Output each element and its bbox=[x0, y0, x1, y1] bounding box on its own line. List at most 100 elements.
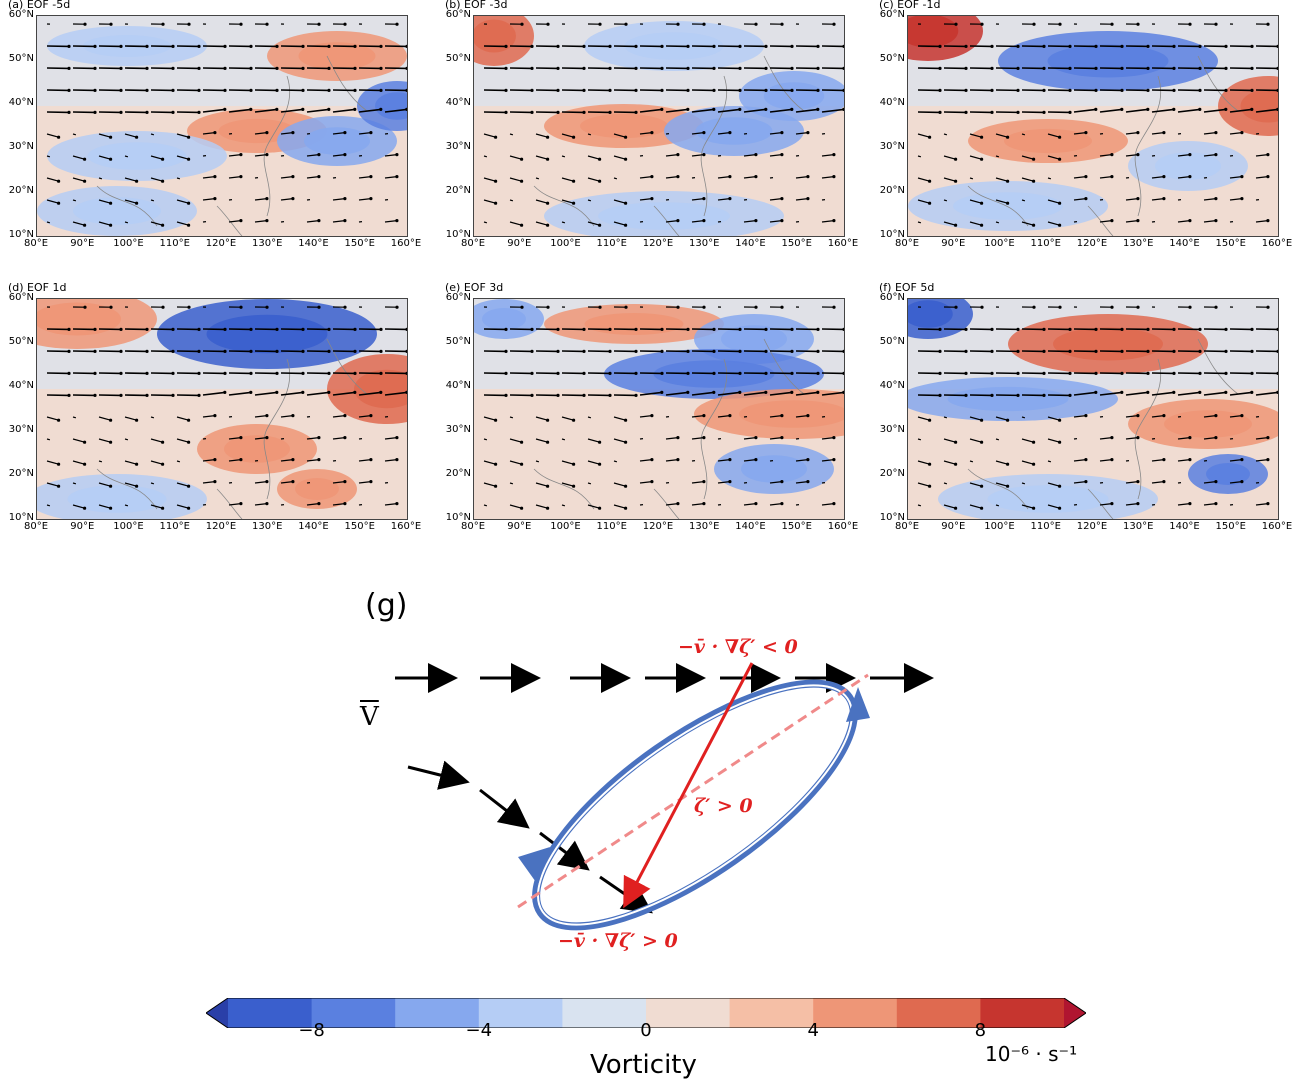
lat-tick-label: 50°N bbox=[8, 53, 34, 64]
wind-vector bbox=[358, 198, 371, 201]
wind-vector bbox=[483, 221, 488, 224]
wind-vector bbox=[1203, 154, 1216, 157]
panel-title: (f) EOF 5d bbox=[879, 281, 935, 294]
wind-vector bbox=[124, 155, 129, 158]
coastline bbox=[263, 338, 368, 500]
wind-vector bbox=[743, 459, 756, 462]
wind-vector bbox=[384, 108, 407, 113]
wind-vector bbox=[332, 198, 345, 201]
wind-vector bbox=[969, 438, 982, 443]
wind-vector bbox=[969, 482, 982, 487]
wind-vector bbox=[202, 415, 215, 418]
wind-vector bbox=[821, 176, 834, 179]
wind-vector bbox=[1099, 108, 1122, 113]
wind-vector bbox=[358, 481, 371, 484]
lon-tick-label: 140°E bbox=[735, 238, 766, 249]
wind-vector bbox=[665, 391, 688, 396]
wind-vector bbox=[1073, 132, 1086, 135]
wind-vector bbox=[254, 391, 277, 396]
wind-vector bbox=[46, 482, 59, 487]
wind-vector bbox=[254, 154, 267, 157]
panel-g-label: (g) bbox=[365, 588, 408, 623]
map-panel: (e) EOF 3d 60°N 50°N 40°N 30°N 20°N 10°N 80°E 90… bbox=[441, 281, 858, 553]
wind-vector bbox=[98, 177, 103, 180]
wind-vector bbox=[358, 459, 371, 462]
lon-tick-label: 100°E bbox=[550, 521, 581, 532]
wind-vector bbox=[769, 437, 782, 440]
colorbar-segment bbox=[896, 998, 981, 1028]
lat-tick-label: 40°N bbox=[879, 97, 905, 108]
wind-vector bbox=[483, 460, 496, 465]
wind-vector bbox=[202, 198, 215, 201]
wind-vector bbox=[1073, 176, 1086, 179]
wind-vector bbox=[1021, 438, 1034, 443]
wind-vector bbox=[535, 504, 548, 509]
lon-tick-label: 110°E bbox=[1030, 238, 1061, 249]
wind-vector bbox=[1047, 221, 1060, 226]
wind-vector bbox=[717, 459, 730, 462]
wind-vector bbox=[1073, 415, 1086, 418]
wind-vector bbox=[176, 460, 181, 463]
wind-vector bbox=[176, 155, 189, 160]
wind-vector bbox=[46, 199, 59, 204]
wind-vector bbox=[587, 177, 600, 182]
lon-tick-label: 120°E bbox=[642, 521, 674, 532]
wind-vector bbox=[917, 460, 930, 465]
wind-vector bbox=[717, 415, 730, 418]
wind-vector bbox=[691, 132, 704, 135]
wind-vector bbox=[254, 437, 267, 440]
wind-vector bbox=[587, 460, 600, 465]
wind-vector bbox=[1203, 437, 1216, 440]
wind-vector bbox=[665, 220, 678, 223]
wind-vector bbox=[1021, 177, 1034, 182]
wind-vector bbox=[228, 176, 241, 179]
wind-vector bbox=[561, 155, 566, 158]
wind-vector bbox=[1255, 391, 1278, 396]
wind-vector bbox=[1125, 415, 1138, 418]
wind-vector bbox=[535, 460, 540, 463]
wind-vector bbox=[1021, 504, 1034, 509]
wind-vector bbox=[1203, 391, 1226, 396]
wind-vector bbox=[98, 133, 111, 138]
wind-vector bbox=[691, 503, 704, 506]
wind-vector bbox=[691, 154, 704, 157]
lat-tick-label: 50°N bbox=[879, 336, 905, 347]
lat-tick-label: 20°N bbox=[879, 468, 905, 479]
wind-vector bbox=[917, 177, 930, 182]
lon-tick-label: 130°E bbox=[252, 521, 283, 532]
lat-tick-label: 10°N bbox=[879, 229, 905, 240]
wind-vector bbox=[1203, 220, 1216, 223]
colorbar-unit: 10⁻⁶ · s⁻¹ bbox=[985, 1042, 1078, 1066]
vorticity-map bbox=[907, 15, 1279, 237]
wind-vector bbox=[1203, 198, 1216, 201]
lat-tick-label: 20°N bbox=[8, 185, 34, 196]
wind-vector bbox=[943, 460, 956, 465]
wind-vector bbox=[1177, 437, 1190, 440]
map-panel: (d) EOF 1d 60°N 50°N 40°N 30°N 20°N 10°N 80°E 90… bbox=[4, 281, 421, 553]
wind-vector bbox=[1047, 133, 1060, 138]
lon-tick-label: 130°E bbox=[689, 521, 720, 532]
wind-vector bbox=[358, 108, 381, 113]
wind-vector bbox=[769, 132, 782, 135]
colorbar-extend-low bbox=[206, 998, 228, 1028]
wind-vector bbox=[665, 176, 678, 179]
wind-vector bbox=[384, 154, 397, 157]
colorbar-segment bbox=[478, 998, 563, 1028]
colorbar-tick-label: 4 bbox=[807, 1020, 819, 1041]
wind-vector bbox=[1021, 199, 1026, 202]
wind-vector bbox=[691, 108, 714, 113]
wind-vector bbox=[561, 199, 574, 204]
wind-vector bbox=[665, 503, 678, 506]
colorbar-extend-high bbox=[1064, 998, 1086, 1028]
wind-vector bbox=[795, 176, 808, 179]
wind-vector bbox=[613, 177, 618, 180]
vorticity-colorbar bbox=[206, 998, 1086, 1028]
wind-vector bbox=[124, 504, 129, 507]
wind-vector bbox=[124, 133, 137, 138]
wind-vector bbox=[639, 132, 652, 135]
wind-vector bbox=[1099, 154, 1112, 157]
wind-vector bbox=[483, 504, 488, 507]
wind-vector bbox=[150, 133, 155, 136]
wind-vector bbox=[72, 155, 85, 160]
wind-vector bbox=[1047, 504, 1060, 509]
